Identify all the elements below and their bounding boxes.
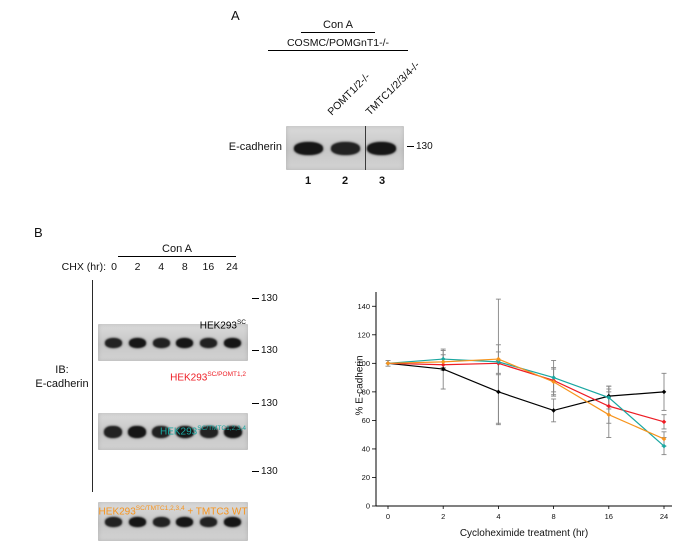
cell-line-label-3: HEK293SC/TMTC1,2,3,4 — [98, 425, 246, 437]
protein-band — [104, 425, 122, 438]
mw-marker-b3: 130 — [252, 398, 278, 409]
genotype-header: COSMC/POMGnT1-/- — [268, 37, 408, 51]
con-a-header-b: Con A — [118, 243, 236, 257]
protein-band — [128, 337, 146, 348]
marker-value: 130 — [261, 293, 278, 304]
protein-band — [224, 425, 242, 438]
protein-band — [176, 337, 194, 348]
protein-band — [367, 141, 397, 155]
svg-text:0: 0 — [366, 502, 370, 511]
protein-band — [104, 516, 122, 527]
mw-marker-a: 130 — [407, 141, 433, 152]
svg-text:8: 8 — [552, 512, 556, 521]
marker-value: 130 — [261, 398, 278, 409]
marker-value: 130 — [416, 141, 433, 152]
mw-marker-b2: 130 — [252, 345, 278, 356]
timepoint-8: 8 — [181, 261, 188, 273]
timepoint-4: 4 — [158, 261, 165, 273]
timepoint-16: 16 — [202, 261, 215, 273]
marker-tick-icon — [252, 470, 259, 473]
cell-line-label-4: HEK293SC/TMTC1,2,3,4 + TMTC3 WT — [28, 505, 318, 517]
western-blot-strip-2 — [98, 413, 248, 450]
con-a-header-a: Con A — [301, 19, 375, 33]
marker-value: 130 — [261, 345, 278, 356]
marker-value: 130 — [261, 466, 278, 477]
cell-line-base: HEK293 — [98, 506, 136, 518]
cell-line-sup: SC/POMT1,2 — [207, 371, 246, 378]
protein-band — [293, 141, 323, 155]
svg-text:24: 24 — [660, 512, 668, 521]
protein-band — [152, 516, 170, 527]
lane-number-2: 2 — [341, 175, 349, 187]
lane-number-3: 3 — [378, 175, 386, 187]
marker-tick-icon — [407, 145, 414, 148]
svg-text:16: 16 — [605, 512, 613, 521]
protein-band — [200, 425, 218, 438]
timepoint-0: 0 — [111, 261, 117, 273]
protein-band — [128, 516, 146, 527]
timepoint-24: 24 — [226, 261, 238, 273]
svg-text:120: 120 — [357, 330, 370, 339]
western-blot-panel-a — [286, 126, 404, 170]
svg-text:20: 20 — [362, 473, 370, 482]
protein-band — [128, 425, 146, 438]
ib-label: IB: E-cadherin — [34, 364, 90, 392]
ib-bracket-line — [92, 280, 93, 492]
marker-tick-icon — [252, 297, 259, 300]
protein-band — [224, 337, 242, 348]
timepoint-2: 2 — [134, 261, 141, 273]
cell-line-sup: SC — [236, 319, 246, 326]
cell-line-sup: SC/TMTC1,2,3,4 — [197, 425, 246, 432]
lane-number-1: 1 — [304, 175, 312, 187]
cell-line-suffix: + TMTC3 WT — [184, 506, 248, 518]
cell-line-base: HEK293 — [159, 426, 198, 438]
x-axis-label: Cycloheximide treatment (hr) — [459, 528, 589, 539]
lane3-diagonal-label: TMTC1/2/3/4-/- — [363, 59, 423, 118]
svg-text:60: 60 — [362, 416, 370, 425]
ib-line1: IB: — [55, 364, 69, 376]
cell-line-sup: SC/TMTC1,2,3,4 — [135, 505, 185, 512]
cell-line-base: HEK293 — [170, 372, 208, 384]
y-axis-label: % E-cadherin — [354, 355, 366, 416]
protein-band — [176, 425, 194, 438]
panel-b-label: B — [34, 225, 43, 240]
marker-tick-icon — [252, 402, 259, 405]
line-chart: 0 20 40 60 80 100 120 140 0 2 4 8 16 24 % E-cadherin … — [342, 268, 686, 548]
panel-a-label: A — [231, 8, 240, 23]
mw-marker-b4: 130 — [252, 466, 278, 477]
western-blot-strip-3 — [98, 502, 248, 541]
protein-band — [152, 425, 170, 438]
svg-text:4: 4 — [496, 512, 500, 521]
protein-band — [176, 516, 194, 527]
ib-line2: E-cadherin — [35, 377, 89, 390]
svg-text:80: 80 — [362, 387, 370, 396]
protein-band — [104, 337, 122, 348]
cell-line-label-2: HEK293SC/POMT1,2 — [98, 371, 246, 383]
cell-line-base: HEK293 — [199, 320, 237, 332]
mw-marker-b1: 130 — [252, 293, 278, 304]
protein-band — [224, 516, 242, 527]
chx-label: CHX (hr): — [61, 261, 106, 273]
protein-band — [200, 516, 218, 527]
svg-text:140: 140 — [357, 302, 370, 311]
svg-text:100: 100 — [357, 359, 370, 368]
lane-splice-divider — [365, 126, 366, 170]
cell-line-label-1: HEK293SC — [98, 319, 246, 331]
svg-text:0: 0 — [386, 512, 390, 521]
protein-band — [330, 141, 360, 155]
chx-timepoints-row: 0 2 4 8 16 24 — [104, 261, 242, 273]
protein-band — [152, 337, 170, 348]
svg-text:40: 40 — [362, 445, 370, 454]
protein-band — [200, 337, 218, 348]
svg-text:2: 2 — [441, 512, 445, 521]
ecadherin-label-a: E-cadherin — [228, 141, 282, 153]
marker-tick-icon — [252, 349, 259, 352]
western-blot-strip-1 — [98, 324, 248, 361]
